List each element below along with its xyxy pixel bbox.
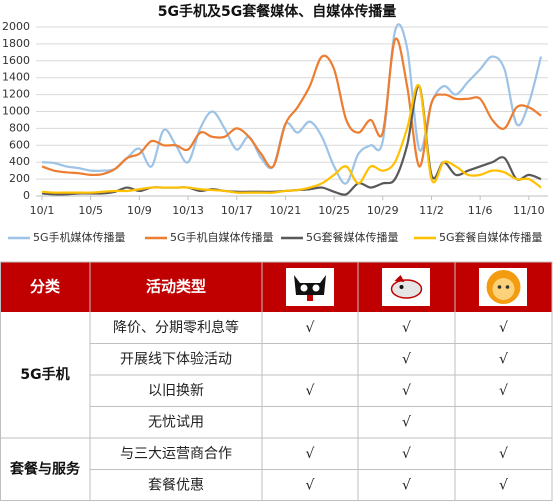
series-line (41, 85, 542, 196)
x-tick-label: 11/6 (468, 204, 493, 217)
y-tick-label: 2000 (2, 20, 30, 33)
tmall-eye (312, 284, 320, 292)
legend-label: 5G手机媒体传播量 (33, 230, 126, 244)
check-mark: √ (402, 351, 411, 367)
x-tick-label: 10/5 (78, 204, 103, 217)
y-tick-label: 1600 (2, 54, 30, 67)
check-mark: √ (499, 351, 508, 367)
x-tick-label: 10/17 (221, 204, 253, 217)
check-mark: √ (499, 383, 508, 399)
jd-ear (394, 275, 405, 282)
category-cell: 5G手机 (20, 366, 69, 383)
check-mark: √ (499, 320, 508, 336)
header-cell: 活动类型 (146, 278, 206, 296)
jd-eye (399, 285, 404, 289)
x-tick-label: 10/13 (172, 204, 204, 217)
activity-cell: 降价、分期零利息等 (113, 319, 239, 336)
y-tick-label: 800 (9, 121, 30, 134)
check-mark: √ (306, 477, 315, 493)
x-tick-label: 11/2 (419, 204, 444, 217)
y-tick-label: 0 (23, 189, 30, 202)
y-tick-label: 1000 (2, 105, 30, 118)
legend-label: 5G套餐自媒体传播量 (439, 230, 543, 244)
x-tick-label: 10/1 (30, 204, 55, 217)
y-tick-label: 1200 (2, 88, 30, 101)
check-mark: √ (402, 477, 411, 493)
activity-cell: 无忧试用 (148, 414, 204, 430)
y-tick-label: 400 (9, 155, 30, 168)
check-mark: √ (499, 477, 508, 493)
x-tick-label: 10/21 (270, 204, 302, 217)
y-tick-label: 600 (9, 138, 30, 151)
legend-label: 5G手机自媒体传播量 (170, 230, 274, 244)
check-mark: √ (306, 383, 315, 399)
series-line (41, 23, 543, 185)
check-mark: √ (402, 320, 411, 336)
check-mark: √ (306, 320, 315, 336)
suning-face (492, 278, 515, 300)
category-cell: 套餐与服务 (10, 461, 81, 478)
y-tick-label: 200 (9, 172, 30, 185)
check-mark: √ (402, 383, 411, 399)
y-tick-label: 1400 (2, 71, 30, 84)
x-tick-label: 11/10 (513, 204, 545, 217)
activity-cell: 以旧换新 (148, 382, 204, 399)
x-tick-label: 10/9 (127, 204, 152, 217)
series-line (41, 37, 542, 177)
check-mark: √ (402, 446, 411, 462)
jd-logo (390, 279, 423, 299)
table-header (0, 262, 552, 312)
x-tick-label: 10/25 (318, 204, 350, 217)
y-tick-label: 1800 (2, 37, 30, 50)
legend-label: 5G套餐媒体传播量 (306, 230, 399, 244)
check-mark: √ (402, 414, 411, 430)
suning-eye (497, 285, 502, 289)
check-mark: √ (499, 446, 508, 462)
suning-eye (505, 285, 510, 289)
logos (294, 270, 521, 304)
chart-title: 5G手机及5G套餐媒体、自媒体传播量 (158, 3, 396, 20)
series-line (41, 83, 542, 194)
tmall-mouth (307, 295, 313, 301)
check-mark: √ (306, 446, 315, 462)
activity-cell: 套餐优惠 (148, 477, 204, 493)
header-cell: 分类 (30, 278, 61, 296)
activity-cell: 开展线下体验活动 (120, 351, 232, 367)
x-tick-label: 10/29 (367, 204, 399, 217)
activity-cell: 与三大运营商合作 (120, 446, 232, 462)
tmall-eye (300, 284, 308, 292)
